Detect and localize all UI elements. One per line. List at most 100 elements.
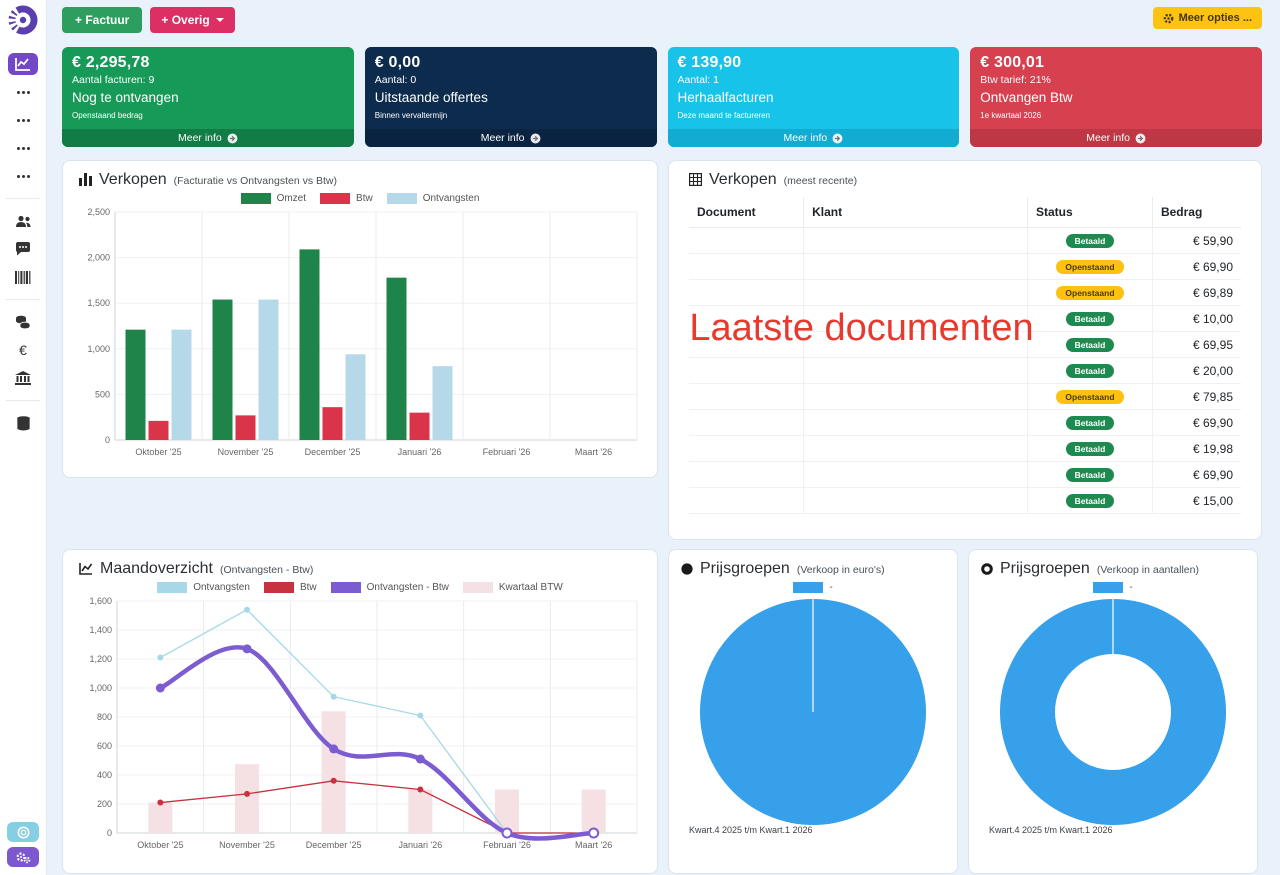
pie-legend: - bbox=[681, 582, 945, 593]
legend-item[interactable]: Ontvangsten bbox=[386, 193, 479, 204]
sidebar-item-finance[interactable]: € bbox=[8, 339, 38, 361]
status-badge: Betaald bbox=[1065, 364, 1115, 378]
column-header-bedrag[interactable]: Bedrag bbox=[1151, 197, 1241, 228]
status-badge: Betaald bbox=[1065, 234, 1115, 248]
legend-label: - bbox=[1129, 582, 1133, 593]
sidebar-item-menu-1[interactable] bbox=[8, 81, 38, 103]
legend-label: - bbox=[829, 582, 833, 593]
sidebar-item-relations[interactable] bbox=[8, 210, 38, 232]
column-header-klant[interactable]: Klant bbox=[803, 197, 1028, 228]
sidebar-item-messages[interactable] bbox=[8, 238, 38, 260]
table-row[interactable]: Betaald € 15,00 bbox=[689, 487, 1241, 514]
panel-title: Verkopen bbox=[99, 171, 167, 188]
sidebar-item-data[interactable] bbox=[8, 412, 38, 434]
table-row[interactable]: Betaald € 59,90 bbox=[689, 227, 1241, 254]
table-row[interactable]: Betaald € 69,95 bbox=[689, 331, 1241, 358]
legend-swatch bbox=[1093, 582, 1124, 593]
sidebar-item-menu-3[interactable] bbox=[8, 137, 38, 159]
panel-subtitle: (Ontvangsten - Btw) bbox=[219, 564, 314, 576]
svg-text:1,400: 1,400 bbox=[89, 625, 112, 635]
sidebar-item-products[interactable] bbox=[8, 266, 38, 288]
legend-swatch bbox=[793, 582, 824, 593]
price-groups-donut-chart[interactable] bbox=[996, 595, 1230, 829]
svg-text:November '25: November '25 bbox=[219, 840, 275, 850]
coins-icon bbox=[16, 315, 31, 329]
price-groups-euro-panel: Prijsgroepen (Verkoop in euro's) - Kwart… bbox=[668, 549, 958, 874]
new-invoice-button[interactable]: + Factuur bbox=[62, 7, 143, 33]
cell-amount: € 79,85 bbox=[1151, 383, 1241, 410]
settings-button[interactable] bbox=[7, 847, 39, 867]
price-groups-pie-chart[interactable] bbox=[696, 595, 930, 829]
divider bbox=[6, 299, 40, 300]
svg-text:1,600: 1,600 bbox=[89, 596, 112, 606]
card-subtitle: Aantal: 1 bbox=[677, 74, 719, 86]
pie-legend: - bbox=[981, 582, 1245, 593]
legend-item[interactable]: - bbox=[1093, 582, 1133, 593]
card-note: Deze maand te factureren bbox=[677, 111, 771, 120]
app-logo[interactable] bbox=[7, 4, 39, 36]
table-row[interactable]: Betaald € 19,98 bbox=[689, 435, 1241, 462]
stat-card-recurring[interactable]: € 139,90 Aantal: 1 Herhaalfacturen Deze … bbox=[667, 47, 960, 147]
svg-text:December '25: December '25 bbox=[305, 447, 361, 457]
lifebuoy-icon bbox=[17, 826, 29, 838]
gear-icon bbox=[1163, 13, 1173, 23]
other-dropdown-button[interactable]: + Overig bbox=[150, 7, 235, 33]
legend-item[interactable]: - bbox=[793, 582, 833, 593]
card-more-info-link[interactable]: Meer info bbox=[364, 129, 657, 147]
cell-amount: € 15,00 bbox=[1151, 487, 1241, 514]
sidebar-item-bank[interactable] bbox=[8, 367, 38, 389]
table-row[interactable]: Openstaand € 79,85 bbox=[689, 383, 1241, 410]
logo-icon bbox=[8, 5, 38, 35]
stat-card-receivable[interactable]: € 2,295,78 Aantal facturen: 9 Nog te ont… bbox=[62, 47, 354, 147]
price-groups-count-panel: Prijsgroepen (Verkoop in aantallen) - Kw… bbox=[968, 549, 1258, 874]
divider bbox=[6, 198, 40, 199]
table-row[interactable]: Betaald € 20,00 bbox=[689, 357, 1241, 384]
cell-amount: € 59,90 bbox=[1151, 227, 1241, 254]
legend-item[interactable]: Ontvangsten bbox=[157, 582, 250, 593]
column-header-document[interactable]: Document bbox=[689, 197, 805, 228]
sidebar-item-menu-4[interactable] bbox=[8, 165, 38, 187]
table-row[interactable]: Openstaand € 69,89 bbox=[689, 279, 1241, 306]
card-more-info-link[interactable]: Meer info bbox=[667, 129, 960, 147]
cell-amount: € 20,00 bbox=[1151, 357, 1241, 384]
table-row[interactable]: Betaald € 69,90 bbox=[689, 461, 1241, 488]
table-row[interactable]: Betaald € 10,00 bbox=[689, 305, 1241, 332]
cell-klant bbox=[803, 227, 1028, 254]
cell-klant bbox=[803, 409, 1028, 436]
barcode-icon bbox=[15, 270, 31, 284]
card-title: Ontvangen Btw bbox=[980, 90, 1073, 105]
gears-icon bbox=[15, 851, 30, 863]
sales-bar-chart[interactable]: 0 500 1,000 1,500 2,000 2,500 Oktober '25 Novem… bbox=[79, 204, 643, 466]
legend-item[interactable]: Btw bbox=[320, 193, 373, 204]
users-icon bbox=[15, 215, 31, 227]
svg-text:1,000: 1,000 bbox=[89, 683, 112, 693]
table-row[interactable]: Betaald € 69,90 bbox=[689, 409, 1241, 436]
legend-item[interactable]: Ontvangsten - Btw bbox=[330, 582, 449, 593]
legend-item[interactable]: Omzet bbox=[240, 193, 306, 204]
sidebar-item-dashboard[interactable] bbox=[8, 53, 38, 75]
stat-card-vat[interactable]: € 300,01 Btw tarief: 21% Ontvangen Btw 1… bbox=[970, 47, 1262, 147]
card-more-info-link[interactable]: Meer info bbox=[970, 129, 1262, 147]
svg-text:1,000: 1,000 bbox=[87, 344, 110, 354]
line-chart-icon bbox=[79, 562, 93, 580]
bar-chart-icon bbox=[79, 173, 92, 191]
stat-card-quotes[interactable]: € 0,00 Aantal: 0 Uitstaande offertes Bin… bbox=[364, 47, 657, 147]
card-title: Nog te ontvangen bbox=[72, 90, 179, 105]
month-line-chart[interactable]: 0 200 400 600 800 1,000 1,200 1,400 1,600 Oktober… bbox=[79, 593, 643, 861]
card-title: Uitstaande offertes bbox=[374, 90, 488, 105]
legend-item[interactable]: Kwartaal BTW bbox=[462, 582, 563, 593]
pie-caption: Kwart.4 2025 t/m Kwart.1 2026 bbox=[989, 825, 1113, 835]
cell-klant bbox=[803, 357, 1028, 384]
more-options-button[interactable]: Meer opties ... bbox=[1152, 7, 1262, 29]
card-more-info-link[interactable]: Meer info bbox=[62, 129, 354, 147]
arrow-circle-icon bbox=[832, 133, 843, 143]
card-amount: € 139,90 bbox=[677, 54, 742, 71]
support-button[interactable] bbox=[7, 822, 39, 842]
sidebar-item-menu-2[interactable] bbox=[8, 109, 38, 131]
column-header-status[interactable]: Status bbox=[1026, 197, 1153, 228]
bank-icon bbox=[15, 371, 31, 385]
table-row[interactable]: Openstaand € 69,90 bbox=[689, 253, 1241, 280]
sidebar-item-expenses[interactable] bbox=[8, 311, 38, 333]
legend-item[interactable]: Btw bbox=[263, 582, 317, 593]
card-title: Herhaalfacturen bbox=[677, 90, 774, 105]
